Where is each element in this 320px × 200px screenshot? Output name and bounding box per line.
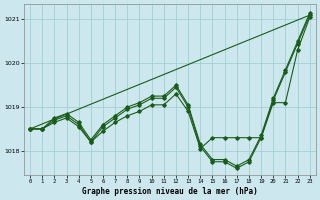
X-axis label: Graphe pression niveau de la mer (hPa): Graphe pression niveau de la mer (hPa) <box>82 187 258 196</box>
